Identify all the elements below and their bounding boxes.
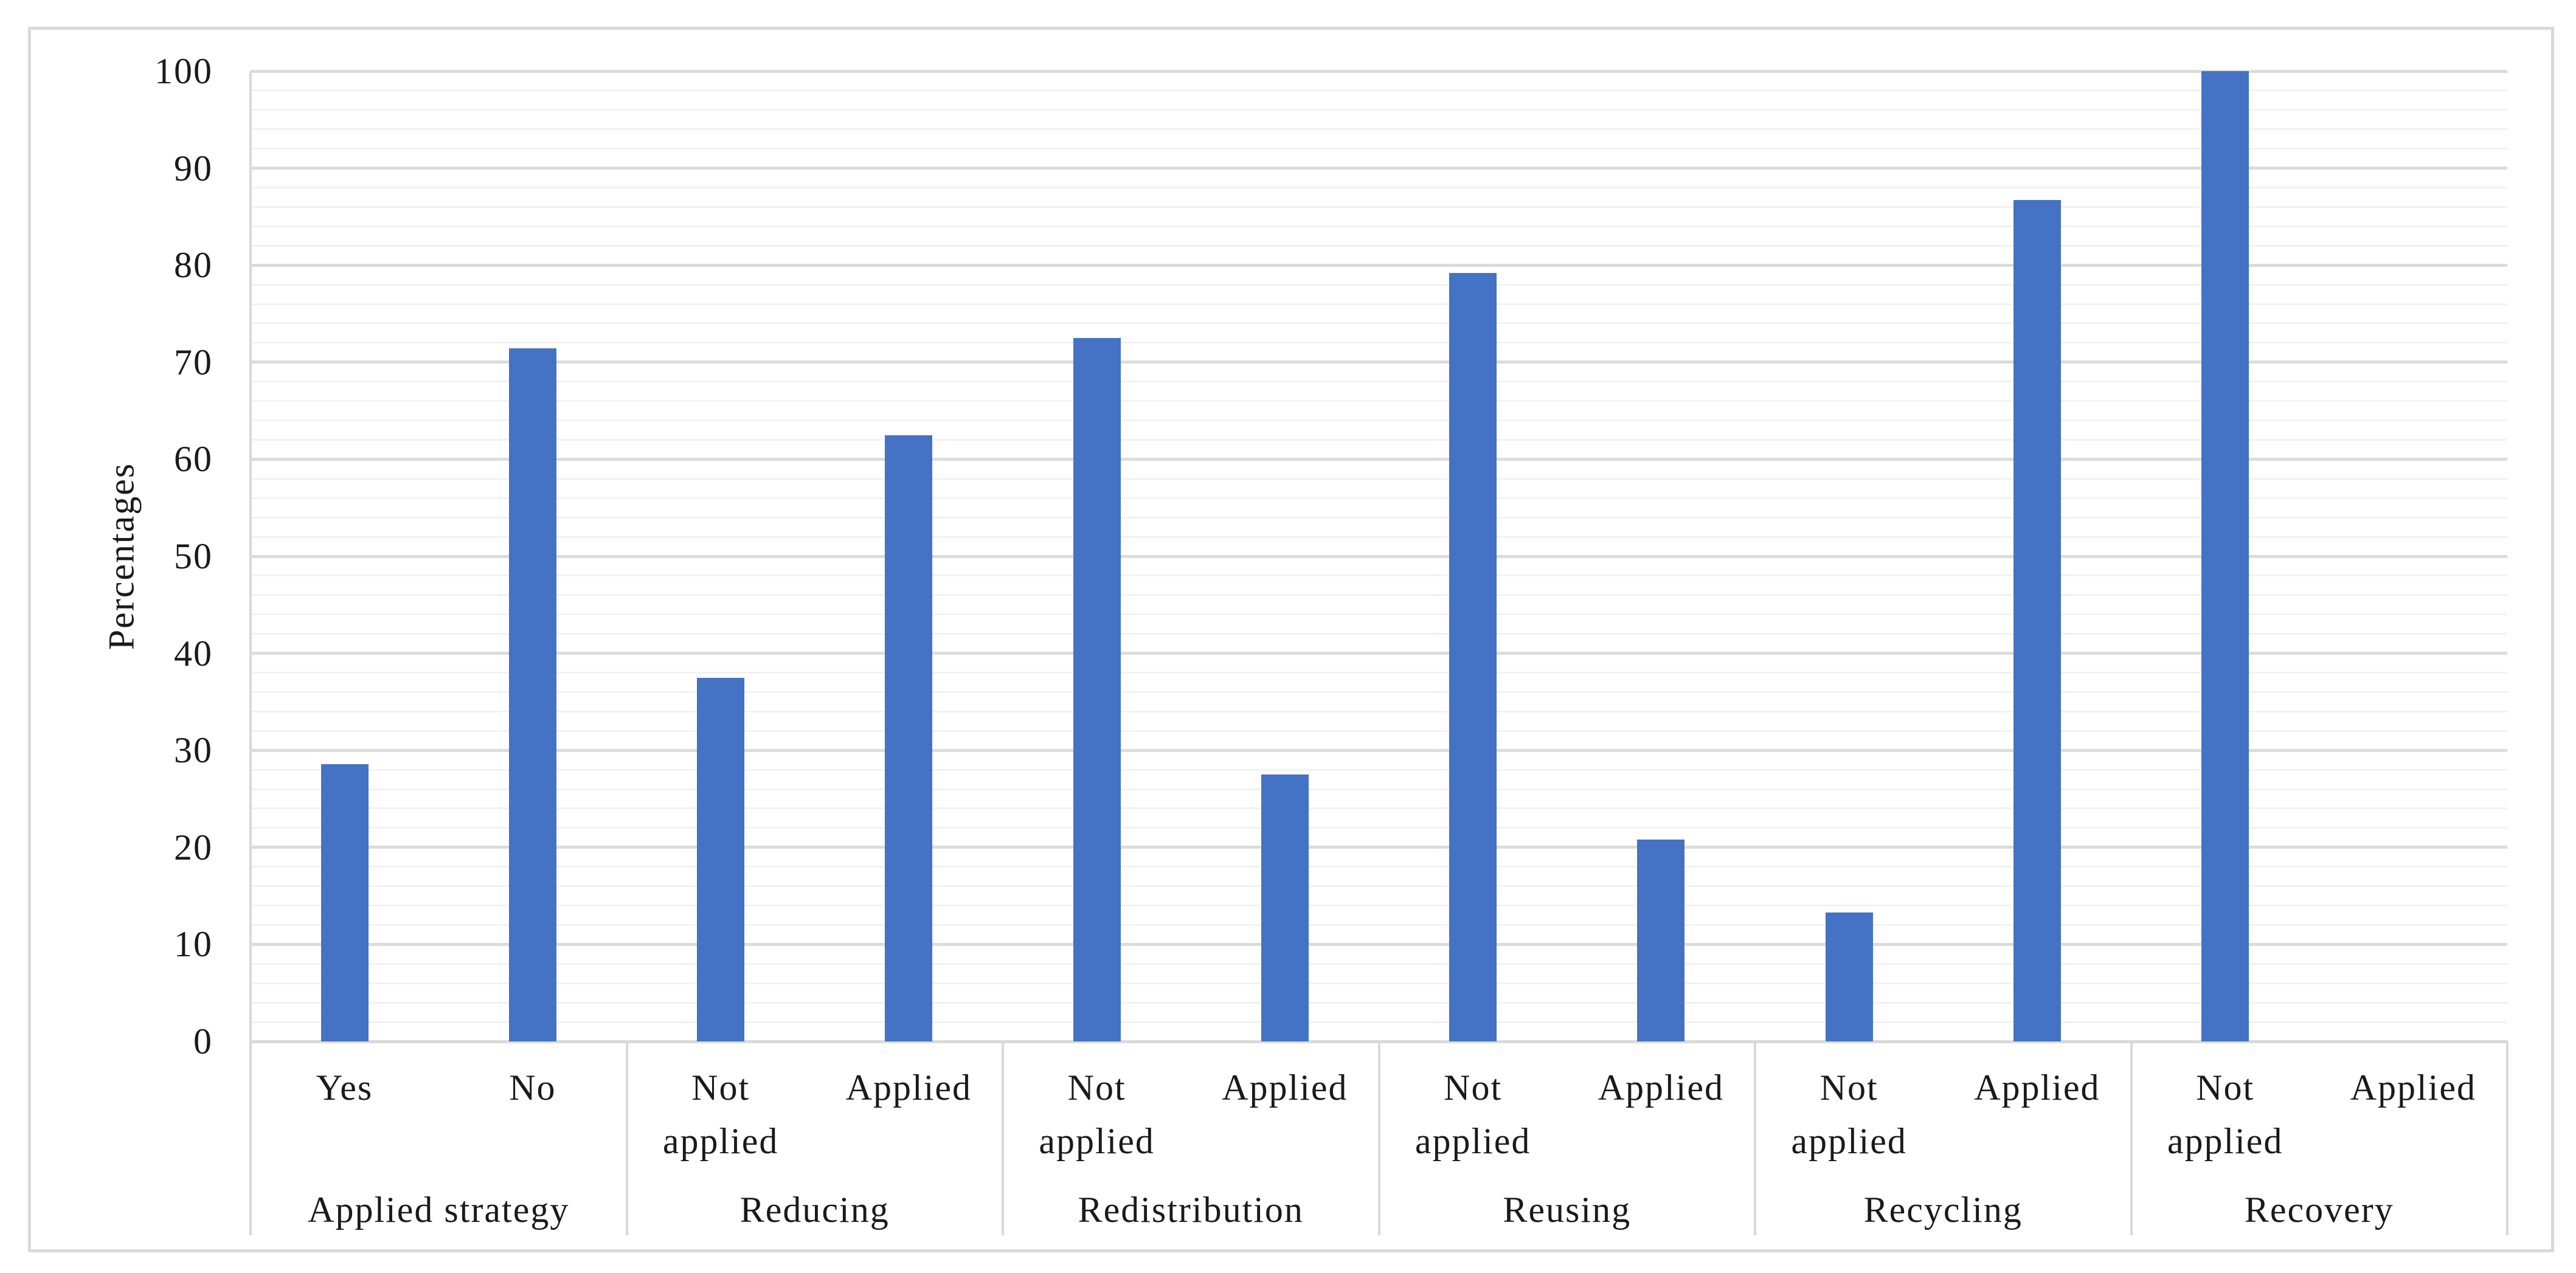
y-tick-label: 20 [174, 827, 213, 868]
category-label-applied: Applied [1598, 1068, 1725, 1108]
category-label-applied: Applied [1974, 1068, 2100, 1108]
major-gridline [251, 457, 2507, 461]
major-gridline [251, 167, 2507, 170]
bar-applied-strategy-yes [320, 764, 369, 1041]
category-label-not-applied: Not applied [1414, 1068, 1531, 1161]
y-axis-line [249, 71, 252, 1235]
y-tick-label: 100 [154, 51, 213, 91]
minor-gridline [251, 574, 2507, 577]
group-separator [2130, 1041, 2133, 1235]
figure-border [28, 27, 2554, 1252]
minor-gridline [251, 672, 2507, 674]
minor-gridline [251, 109, 2507, 111]
category-label-not-applied: Not applied [1791, 1068, 1907, 1161]
minor-gridline [251, 923, 2507, 926]
category-label-not-applied: Not applied [1039, 1068, 1155, 1161]
category-label-applied: Applied [2350, 1068, 2477, 1108]
minor-gridline [251, 187, 2507, 189]
minor-gridline [251, 982, 2507, 984]
category-label-yes: Yes [316, 1068, 373, 1108]
y-tick-label: 70 [174, 342, 213, 382]
minor-gridline [251, 419, 2507, 422]
group-separator [1377, 1041, 1380, 1235]
y-tick-label: 40 [174, 633, 213, 674]
minor-gridline [251, 497, 2507, 499]
category-label-not-applied: Not applied [2167, 1068, 2283, 1161]
minor-gridline [251, 400, 2507, 402]
minor-gridline [251, 128, 2507, 131]
category-label-applied: Applied [1222, 1068, 1348, 1108]
bar-recovery-not-applied [2201, 71, 2249, 1041]
minor-gridline [251, 788, 2507, 790]
bar-reusing-not-applied [1449, 272, 1497, 1041]
minor-gridline [251, 633, 2507, 635]
category-label-no: No [509, 1068, 556, 1108]
minor-gridline [251, 866, 2507, 868]
minor-gridline [251, 516, 2507, 519]
minor-gridline [251, 205, 2507, 208]
y-tick-label: 10 [174, 924, 213, 965]
y-tick-label: 30 [174, 730, 213, 771]
major-gridline [251, 748, 2507, 752]
bar-redistribution-applied [1261, 774, 1309, 1041]
minor-gridline [251, 905, 2507, 907]
major-gridline [251, 554, 2507, 558]
minor-gridline [251, 885, 2507, 888]
y-tick-label: 0 [193, 1021, 213, 1061]
y-tick-label: 50 [174, 536, 213, 576]
category-label-applied: Applied [845, 1068, 972, 1108]
minor-gridline [251, 962, 2507, 965]
minor-gridline [251, 594, 2507, 596]
bar-redistribution-not-applied [1073, 337, 1121, 1041]
bar-reducing-applied [885, 435, 933, 1041]
minor-gridline [251, 768, 2507, 771]
minor-gridline [251, 283, 2507, 286]
group-separator [2506, 1041, 2508, 1235]
minor-gridline [251, 342, 2507, 344]
y-tick-label: 80 [174, 245, 213, 286]
minor-gridline [251, 730, 2507, 732]
bar-reducing-not-applied [697, 677, 745, 1041]
minor-gridline [251, 1001, 2507, 1004]
bar-recycling-not-applied [1825, 912, 1873, 1041]
major-gridline [251, 69, 2507, 73]
bar-applied-strategy-no [508, 348, 556, 1041]
group-separator [1002, 1041, 1004, 1235]
minor-gridline [251, 322, 2507, 325]
minor-gridline [251, 536, 2507, 538]
minor-gridline [251, 303, 2507, 305]
group-label-applied-strategy: Applied strategy [308, 1190, 570, 1230]
minor-gridline [251, 89, 2507, 92]
y-tick-label: 60 [174, 439, 213, 480]
minor-gridline [251, 148, 2507, 150]
minor-gridline [251, 438, 2507, 441]
minor-gridline [251, 1021, 2507, 1023]
bar-recycling-applied [2013, 200, 2061, 1041]
minor-gridline [251, 710, 2507, 712]
group-label-reducing: Reducing [739, 1190, 890, 1230]
minor-gridline [251, 691, 2507, 693]
major-gridline [251, 942, 2507, 946]
minor-gridline [251, 381, 2507, 383]
y-tick-label: 90 [174, 148, 213, 188]
minor-gridline [251, 244, 2507, 247]
major-gridline [251, 652, 2507, 655]
minor-gridline [251, 225, 2507, 227]
group-label-redistribution: Redistribution [1078, 1190, 1304, 1230]
group-label-recovery: Recovery [2244, 1190, 2394, 1230]
major-gridline [251, 361, 2507, 364]
category-label-not-applied: Not applied [662, 1068, 779, 1161]
group-separator [1754, 1041, 1756, 1235]
minor-gridline [251, 827, 2507, 829]
minor-gridline [251, 477, 2507, 480]
major-gridline [251, 263, 2507, 267]
bar-reusing-applied [1637, 840, 1685, 1041]
major-gridline [251, 846, 2507, 849]
minor-gridline [251, 613, 2507, 616]
group-label-reusing: Reusing [1503, 1190, 1632, 1230]
minor-gridline [251, 807, 2507, 810]
group-label-recycling: Recycling [1863, 1190, 2023, 1230]
group-separator [625, 1041, 628, 1235]
